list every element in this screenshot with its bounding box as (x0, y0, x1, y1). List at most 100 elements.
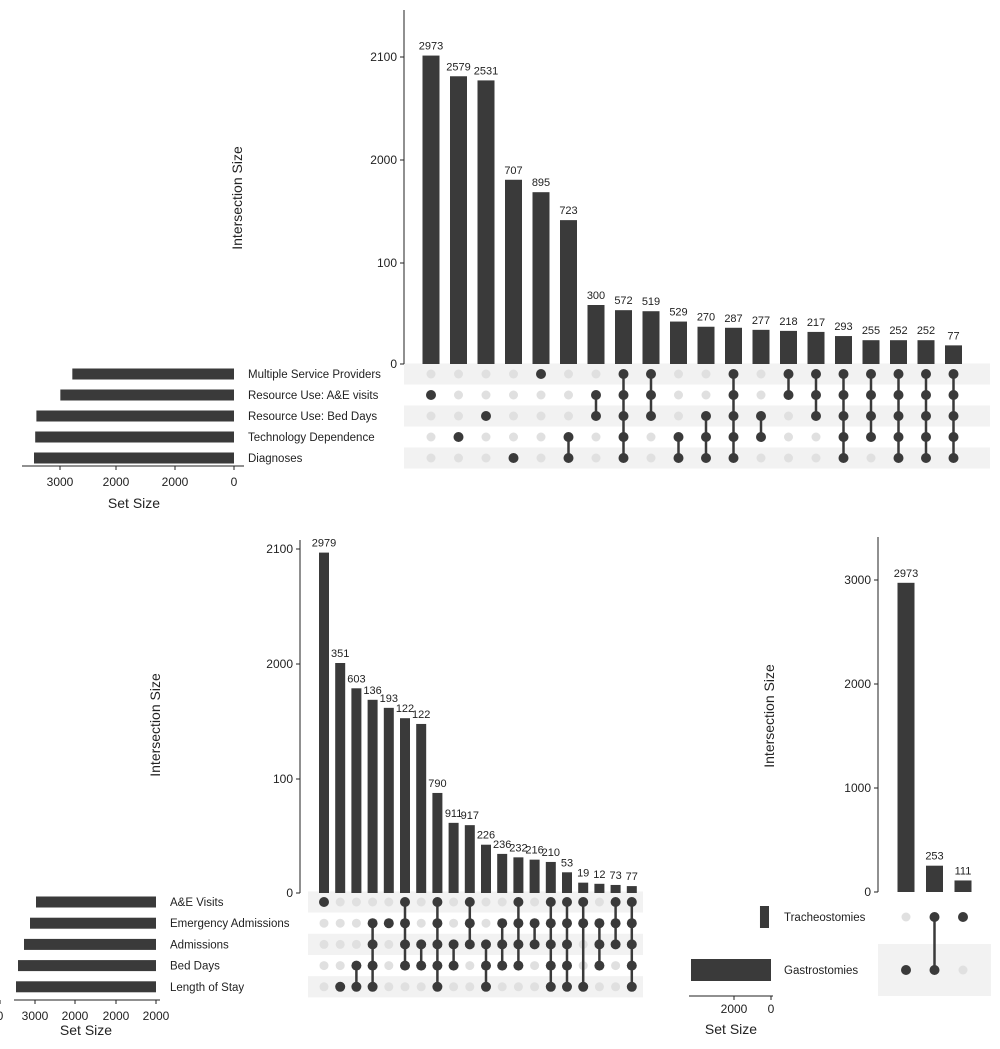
intersection-bar (464, 825, 475, 893)
matrix-dot-filled (783, 369, 794, 379)
set-size-bar (18, 960, 156, 972)
matrix-dot-empty (335, 961, 345, 971)
matrix-dot-filled (646, 390, 656, 400)
intersection-bar (835, 336, 852, 364)
set-size-tick-label: 2000 (721, 1002, 748, 1016)
set-size-tick-label: 0 (0, 1009, 4, 1023)
intersection-bar (505, 179, 522, 364)
matrix-dot-filled (921, 453, 931, 463)
intersection-bar (670, 321, 687, 364)
bar-value-label: 122 (396, 703, 414, 715)
matrix-dot-filled (838, 453, 849, 463)
intersection-bar (945, 345, 962, 364)
matrix-dot-filled (610, 939, 621, 950)
intersection-bar (529, 859, 540, 893)
intersection-bar (897, 582, 915, 892)
bar-value-label: 232 (509, 842, 527, 854)
matrix-dot-filled (929, 965, 940, 975)
y-tick-label: 2100 (266, 542, 293, 556)
bar-value-label: 73 (609, 870, 621, 882)
matrix-dot-filled (728, 453, 739, 463)
intersection-bar (416, 723, 427, 893)
matrix-dot-filled (563, 432, 574, 442)
matrix-dot-filled (513, 897, 524, 907)
matrix-dot-empty (416, 918, 426, 928)
bar-value-label: 293 (834, 321, 852, 333)
bar-value-label: 911 (445, 808, 463, 820)
set-name-label: Resource Use: Bed Days (248, 411, 377, 423)
matrix-dot-filled (838, 411, 849, 421)
bar-value-label: 12 (593, 869, 605, 881)
matrix-dot-empty (384, 982, 394, 992)
bar-value-label: 53 (561, 857, 573, 869)
matrix-dot-empty (465, 982, 475, 992)
y-tick-label: 2000 (266, 657, 293, 671)
matrix-dot-empty (351, 897, 361, 907)
matrix-dot-filled (432, 897, 443, 907)
bar-value-label: 216 (525, 845, 543, 857)
matrix-dot-empty (454, 369, 463, 379)
matrix-dot-filled (453, 432, 464, 442)
bar-value-label: 136 (363, 685, 381, 697)
matrix-dot-empty (497, 982, 507, 992)
intersection-bar (562, 872, 572, 893)
y-tick-label: 2000 (370, 153, 397, 167)
bar-value-label: 270 (697, 312, 715, 324)
set-name-label: Diagnoses (248, 453, 303, 465)
matrix-dot-filled (562, 897, 572, 907)
matrix-dot-filled (481, 411, 491, 421)
y-tick-label: 0 (390, 357, 397, 371)
bar-value-label: 917 (461, 810, 479, 822)
matrix-dot-empty (701, 390, 711, 400)
matrix-dot-filled (626, 918, 637, 929)
intersection-bar (594, 883, 605, 893)
set-size-tick-label: 2000 (62, 1009, 89, 1023)
bar-value-label: 193 (380, 693, 398, 705)
matrix-dot-empty (449, 897, 459, 907)
matrix-dot-empty (509, 369, 518, 379)
matrix-dot-filled (497, 918, 508, 929)
matrix-dot-filled (545, 939, 556, 950)
matrix-dot-filled (618, 369, 629, 379)
matrix-stripe (308, 976, 643, 998)
matrix-dot-filled (400, 918, 410, 929)
set-size-tick-label: 2000 (162, 475, 189, 489)
intersection-bar (422, 55, 440, 364)
matrix-dot-empty (594, 897, 604, 907)
set-size-tick-label: 3000 (47, 475, 74, 489)
matrix-dot-empty (536, 432, 546, 442)
set-size-title: Set Size (705, 1021, 757, 1037)
matrix-dot-filled (319, 897, 329, 907)
bar-value-label: 519 (642, 296, 660, 308)
bar-value-label: 603 (347, 673, 365, 685)
matrix-dot-empty (591, 432, 601, 442)
set-size-tick-label: 0 (231, 475, 238, 489)
matrix-dot-empty (416, 897, 426, 907)
set-size-bar (34, 452, 234, 464)
matrix-dot-empty (674, 411, 683, 421)
matrix-dot-filled (367, 939, 378, 950)
set-size-bar (35, 431, 235, 443)
set-size-bar (72, 368, 234, 380)
matrix-dot-empty (591, 453, 601, 463)
matrix-dot-filled (811, 390, 821, 400)
matrix-dot-empty (481, 918, 491, 928)
bar-value-label: 111 (955, 865, 972, 877)
matrix-dot-empty (454, 390, 463, 400)
matrix-dot-filled (562, 981, 572, 992)
bar-value-label: 2973 (419, 41, 443, 53)
set-name-label: Emergency Admissions (170, 918, 290, 930)
matrix-dot-filled (594, 960, 605, 971)
matrix-dot-empty (591, 369, 601, 379)
matrix-dot-filled (545, 897, 556, 907)
intersection-bar (513, 857, 524, 893)
matrix-dot-filled (948, 432, 959, 442)
intersection-bar (400, 718, 410, 893)
matrix-dot-filled (464, 918, 475, 929)
matrix-dot-filled (673, 453, 684, 463)
matrix-dot-empty (449, 918, 459, 928)
set-size-bar (759, 906, 769, 928)
intersection-bar (432, 792, 443, 893)
matrix-dot-filled (838, 432, 849, 442)
